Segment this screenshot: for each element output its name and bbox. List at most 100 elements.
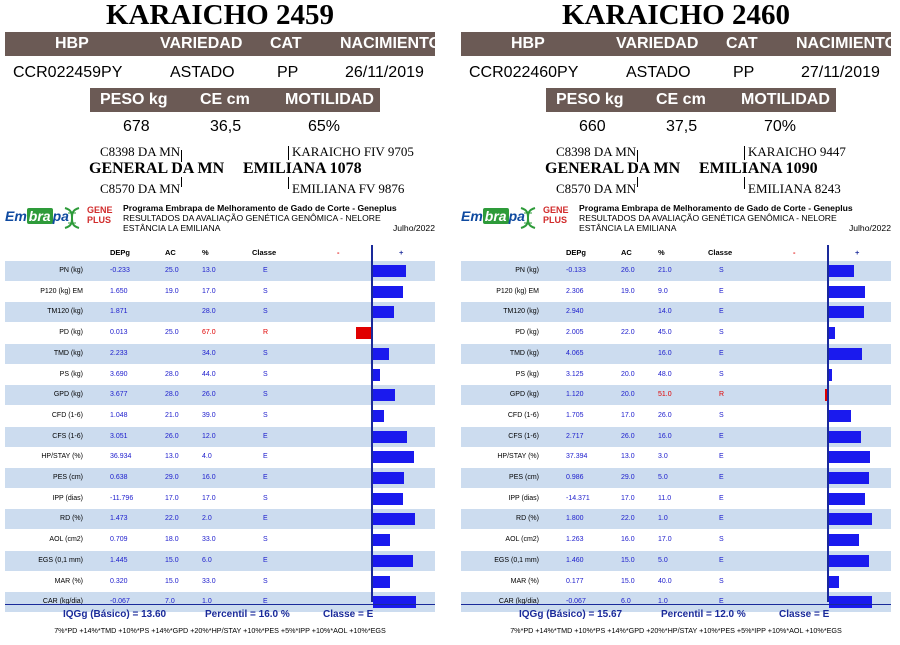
classe-value: E <box>263 453 268 461</box>
trait-label: PS (kg) <box>515 370 539 378</box>
trait-label: TMD (kg) <box>53 349 83 357</box>
positive-dep-bar <box>829 554 870 567</box>
pct-value: 2.0 <box>202 515 212 523</box>
depg-value: 0.986 <box>566 474 584 481</box>
value-motilidad: 70% <box>764 118 797 135</box>
pct-value: 17.0 <box>202 287 216 295</box>
pedigree-dam: EMILIANA 1090 <box>699 160 818 177</box>
classe-value: E <box>263 515 268 523</box>
positive-dep-bar <box>373 265 406 277</box>
classe-value: S <box>719 536 724 544</box>
classe-value: S <box>263 577 268 585</box>
col-ac-header: AC <box>621 248 632 257</box>
ac-value: 20.0 <box>621 370 635 378</box>
ac-value: 7.0 <box>165 598 175 606</box>
trait-label: GPD (kg) <box>509 391 539 399</box>
value-hbp: CCR022460PY <box>469 64 579 81</box>
header-hbp: HBP <box>511 35 545 52</box>
value-ce: 36,5 <box>210 118 242 135</box>
pct-value: 51.0 <box>658 391 672 399</box>
col-classe-header: Classe <box>708 248 733 257</box>
ac-value: 15.0 <box>165 556 179 564</box>
bull-title: KARAICHO 2460 <box>562 0 790 31</box>
table-row: PS (kg) 3.690 28.0 44.0 S <box>5 365 435 385</box>
embrapa-logo: Em bra pa <box>461 208 525 224</box>
program-info: Programa Embrapa de Melhoramento de Gado… <box>123 203 397 233</box>
trait-label: IPP (dias) <box>52 494 83 502</box>
trait-label: CAR (kg/dia) <box>498 598 539 606</box>
depg-value: 3.690 <box>110 370 128 378</box>
ac-value: 17.0 <box>621 411 635 419</box>
positive-dep-bar <box>829 409 852 422</box>
classe-value: S <box>263 370 268 378</box>
header-cat: CAT <box>726 35 758 52</box>
positive-dep-bar <box>373 451 414 464</box>
trait-label: PS (kg) <box>59 370 83 378</box>
pct-value: 1.0 <box>202 598 212 606</box>
depg-value: 0.177 <box>566 577 584 585</box>
value-nacimiento: 27/11/2019 <box>801 64 880 81</box>
pedigree-dam-sire: KARAICHO 9447 <box>748 144 846 159</box>
classe-value: E <box>719 453 724 461</box>
depg-value: 0.013 <box>110 329 128 337</box>
classe-value: E <box>263 556 268 564</box>
table-row: PN (kg) -0.133 26.0 21.0 S <box>461 261 891 281</box>
table-row: AOL (cm2) 1.263 16.0 17.0 S <box>461 530 891 550</box>
positive-dep-bar <box>829 347 862 360</box>
classe-value: E <box>719 598 724 606</box>
positive-dep-bar <box>373 389 396 402</box>
classe-value: S <box>263 287 268 295</box>
table-row: HP/STAY (%) 37.394 13.0 3.0 E <box>461 447 891 467</box>
depg-value: 3.125 <box>566 370 584 378</box>
pct-value: 6.0 <box>202 556 212 564</box>
table-row: AOL (cm2) 0.709 18.0 33.0 S <box>5 530 435 550</box>
ac-value: 16.0 <box>621 536 635 544</box>
positive-dep-bar <box>373 285 403 298</box>
positive-dep-bar <box>829 368 832 381</box>
value-variedad: ASTADO <box>170 64 235 81</box>
trait-label: IPP (dias) <box>508 494 539 502</box>
pedigree-sire-dam: C8570 DA MN <box>556 181 637 196</box>
ac-value: 18.0 <box>165 536 179 544</box>
iqg-value: IQGg (Básico) = 13.60 <box>63 609 167 620</box>
trait-label: CFS (1-6) <box>508 432 539 440</box>
header-nacimiento: NACIMIENTO <box>796 35 898 52</box>
pct-value: 1.0 <box>658 598 668 606</box>
ac-value: 15.0 <box>621 556 635 564</box>
table-row: PD (kg) 2.005 22.0 45.0 S <box>461 323 891 343</box>
positive-dep-bar <box>829 265 855 277</box>
value-hbp: CCR022459PY <box>13 64 123 81</box>
ac-value: 25.0 <box>165 329 179 337</box>
ac-value: 28.0 <box>165 370 179 378</box>
trait-label: PN (kg) <box>515 267 539 274</box>
pct-value: 34.0 <box>202 349 216 357</box>
positive-dep-bar <box>373 472 404 484</box>
col-pct-header: % <box>658 248 665 257</box>
trait-label: AOL (cm2) <box>49 536 83 544</box>
classe-value: E <box>719 308 724 316</box>
trait-label: RD (%) <box>60 515 83 523</box>
depg-value: 1.460 <box>566 556 584 564</box>
pct-value: 39.0 <box>202 411 216 419</box>
table-row: EGS (0,1 mm) 1.460 15.0 5.0 E <box>461 550 891 571</box>
depg-value: 1.650 <box>110 287 128 295</box>
value-motilidad: 65% <box>308 118 341 135</box>
trait-label: HP/STAY (%) <box>497 453 539 461</box>
classe-value: S <box>719 577 724 585</box>
pct-value: 1.0 <box>658 515 668 523</box>
ac-value: 6.0 <box>621 598 631 606</box>
trait-label: TMD (kg) <box>509 349 539 357</box>
table-row: TM120 (kg) 2.940 14.0 E <box>461 302 891 323</box>
positive-dep-bar <box>373 492 403 505</box>
trait-label: PD (kg) <box>515 329 539 337</box>
depg-value: 1.705 <box>566 411 584 419</box>
bull-title: KARAICHO 2459 <box>106 0 334 31</box>
classe-value: E <box>263 598 268 606</box>
table-row: RD (%) 1.800 22.0 1.0 E <box>461 509 891 530</box>
value-nacimiento: 26/11/2019 <box>345 64 424 81</box>
positive-dep-bar <box>829 513 873 526</box>
pct-value: 45.0 <box>658 329 672 337</box>
trait-label: P120 (kg) EM <box>40 287 83 295</box>
depg-value: 0.709 <box>110 536 128 544</box>
negative-dep-bar <box>825 389 827 402</box>
